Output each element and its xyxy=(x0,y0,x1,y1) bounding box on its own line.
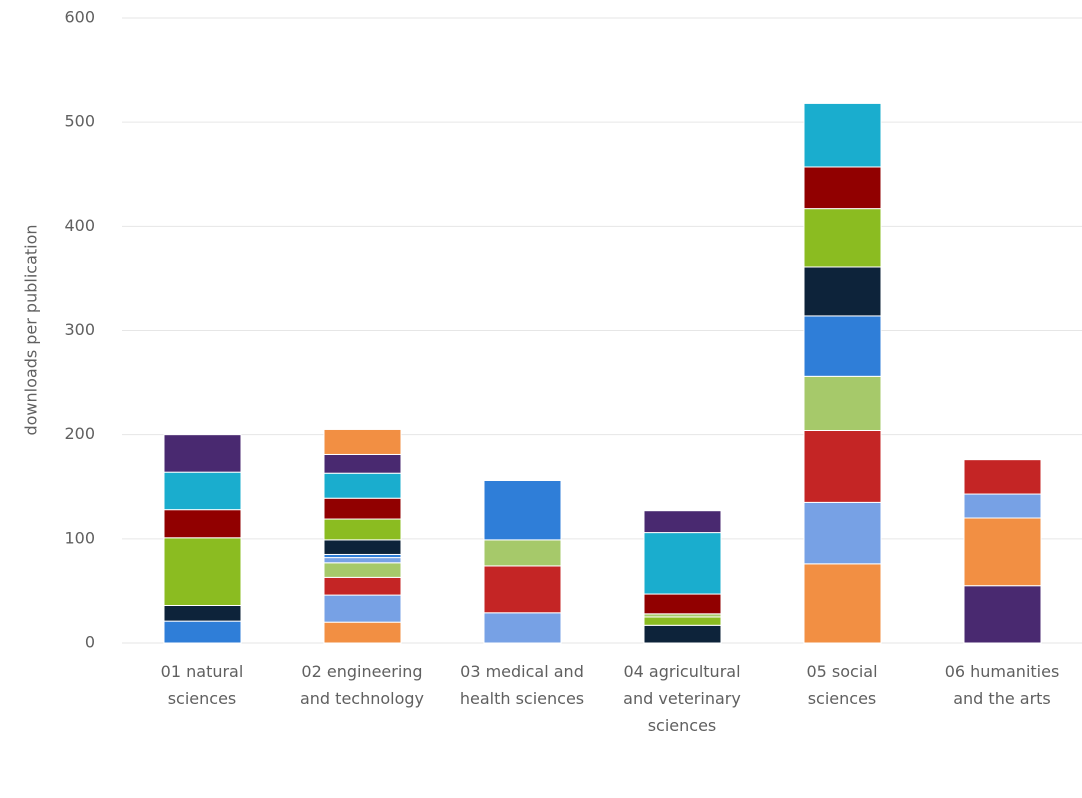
bar-segment xyxy=(163,620,242,644)
bar-segment xyxy=(963,459,1042,495)
y-tick-label: 200 xyxy=(64,424,95,443)
bar-segment xyxy=(643,616,722,626)
bar-segment xyxy=(163,605,242,622)
bar-segment xyxy=(803,315,882,377)
bar-segment xyxy=(803,208,882,268)
bar-segment xyxy=(163,434,242,473)
bar-segment xyxy=(323,472,402,499)
bar-segment xyxy=(643,593,722,615)
bar-segment xyxy=(483,612,562,644)
bar-segment xyxy=(963,585,1042,644)
bar-segment xyxy=(323,557,402,564)
bar-segment xyxy=(483,565,562,614)
bar-segment xyxy=(803,102,882,168)
x-tick-label: 04 agricultural and veterinary sciences xyxy=(623,662,741,735)
bar-segment xyxy=(803,166,882,210)
bar-segment xyxy=(323,539,402,555)
bar-segment xyxy=(323,621,402,644)
y-tick-label: 100 xyxy=(64,528,95,547)
bar-segment xyxy=(163,471,242,511)
bar-segment xyxy=(803,375,882,432)
bar-segment xyxy=(323,576,402,596)
bar-segment xyxy=(323,518,402,541)
y-tick-label: 0 xyxy=(85,633,95,652)
bar-segment xyxy=(963,493,1042,519)
bar-segment xyxy=(483,539,562,567)
x-tick-label: 02 engineering and technology xyxy=(300,662,424,708)
bar-segment xyxy=(803,501,882,565)
y-tick-label: 500 xyxy=(64,112,95,131)
bar-segment xyxy=(483,480,562,541)
bar-segment xyxy=(643,624,722,644)
bar-segment xyxy=(163,537,242,607)
bar-segment xyxy=(963,517,1042,587)
bar-segment xyxy=(323,453,402,474)
bar-segment xyxy=(323,497,402,520)
y-tick-label: 600 xyxy=(64,8,95,27)
y-axis-label: downloads per publication xyxy=(22,224,41,435)
bar-segment xyxy=(643,510,722,534)
bar-segment xyxy=(803,430,882,503)
bar-segment xyxy=(643,532,722,595)
x-tick-label: 03 medical and health sciences xyxy=(460,662,584,708)
x-tick-label: 06 humanities and the arts xyxy=(945,662,1060,708)
bar-segment xyxy=(803,563,882,644)
bar-segment xyxy=(323,562,402,578)
y-tick-label: 400 xyxy=(64,216,95,235)
y-tick-label: 300 xyxy=(64,320,95,339)
bar-segment xyxy=(323,428,402,455)
bar-segment xyxy=(323,594,402,623)
x-tick-label: 01 natural sciences xyxy=(161,662,244,708)
bar-segment xyxy=(163,509,242,539)
bar-segment xyxy=(803,266,882,317)
x-tick-label: 05 social sciences xyxy=(806,662,877,708)
